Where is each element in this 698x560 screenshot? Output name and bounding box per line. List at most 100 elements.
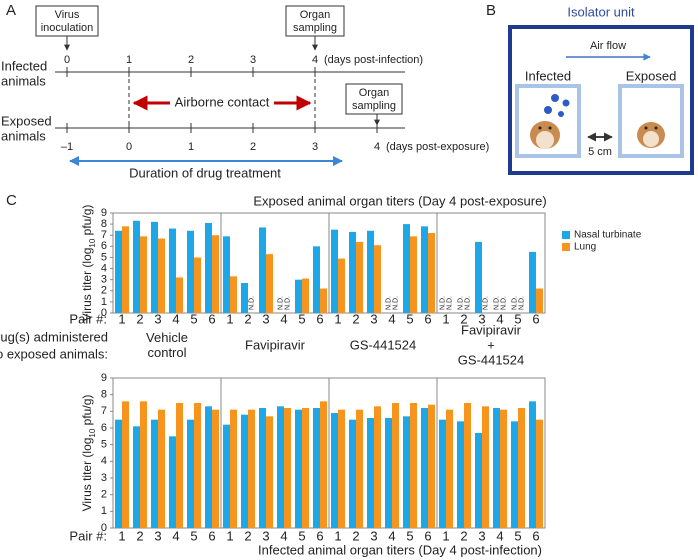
group-label: GS-441524 bbox=[350, 337, 417, 352]
x-tick-label: 3 bbox=[154, 311, 161, 326]
y-axis-label-part: Virus titer (log bbox=[80, 438, 94, 512]
panel-title: Isolator unit bbox=[567, 4, 635, 19]
bar bbox=[464, 403, 471, 528]
bar bbox=[421, 408, 428, 528]
bar bbox=[385, 418, 392, 528]
x-tick-label: 3 bbox=[262, 528, 269, 543]
bar bbox=[349, 231, 356, 313]
x-tick-label: 6 bbox=[208, 528, 215, 543]
y-axis-label: Virus titer (log10 pfu/g) bbox=[80, 205, 96, 322]
value-label: N.D. bbox=[493, 296, 500, 310]
row-label: Exposed bbox=[1, 113, 52, 128]
hamster bbox=[530, 121, 560, 149]
value-label: N.D. bbox=[248, 296, 255, 310]
x-tick-label: 4 bbox=[388, 528, 395, 543]
bar bbox=[536, 288, 543, 313]
x-tick-label: 2 bbox=[460, 528, 467, 543]
callout-text: Organ bbox=[300, 9, 331, 21]
value-label: N.D. bbox=[457, 296, 464, 310]
bar bbox=[241, 283, 248, 313]
x-tick-label: 3 bbox=[154, 528, 161, 543]
x-axis-label: Infected animal organ titers (Day 4 post… bbox=[258, 542, 542, 557]
bar bbox=[205, 223, 212, 313]
callout-box bbox=[35, 5, 99, 37]
value-label: N.D. bbox=[464, 296, 471, 310]
value-label: N.D. bbox=[284, 296, 291, 310]
value-label: N.D. bbox=[500, 296, 507, 310]
bar bbox=[176, 403, 183, 528]
bar bbox=[277, 406, 284, 528]
bar bbox=[284, 408, 291, 528]
group-label: + bbox=[487, 337, 495, 352]
bar bbox=[338, 258, 345, 313]
x-tick-label: 5 bbox=[190, 311, 197, 326]
panel-label: B bbox=[486, 2, 496, 19]
bar bbox=[367, 230, 374, 313]
bar bbox=[122, 226, 129, 313]
day-label: 3 bbox=[250, 54, 256, 66]
callout-text: Virus bbox=[55, 9, 80, 21]
group-label: Favipiravir bbox=[245, 337, 306, 352]
bar bbox=[482, 406, 489, 528]
bar bbox=[266, 254, 273, 313]
bar bbox=[140, 236, 147, 313]
x-tick-label: 5 bbox=[298, 528, 305, 543]
cage-label: Infected bbox=[525, 68, 571, 83]
bar bbox=[356, 409, 363, 528]
day-label: 3 bbox=[312, 141, 318, 153]
bar bbox=[133, 426, 140, 528]
y-tick-label: 5 bbox=[101, 251, 107, 263]
value-label: N.D. bbox=[482, 296, 489, 310]
x-tick-label: 6 bbox=[208, 311, 215, 326]
bar bbox=[205, 406, 212, 528]
unit-label: (days post-exposure) bbox=[386, 141, 489, 153]
x-tick-label: 1 bbox=[442, 528, 449, 543]
x-tick-label: 2 bbox=[244, 528, 251, 543]
bar bbox=[259, 408, 266, 528]
y-tick-label: 0 bbox=[101, 522, 107, 534]
day-label: 1 bbox=[188, 141, 194, 153]
bar bbox=[158, 238, 165, 313]
y-axis-label-sub: 10 bbox=[88, 428, 97, 437]
bar bbox=[259, 227, 266, 313]
x-tick-label: 1 bbox=[118, 528, 125, 543]
group-label: Vehicle bbox=[146, 330, 188, 345]
bar bbox=[313, 408, 320, 528]
bar bbox=[331, 413, 338, 528]
y-tick-label: 5 bbox=[101, 439, 107, 451]
callout-box bbox=[345, 83, 403, 115]
x-tick-label: 6 bbox=[532, 311, 539, 326]
bar bbox=[403, 416, 410, 528]
annotation: Air flow bbox=[590, 40, 626, 52]
bar bbox=[331, 229, 338, 313]
panel-label: C bbox=[6, 192, 17, 209]
bar bbox=[230, 276, 237, 313]
x-tick-label: 3 bbox=[370, 311, 377, 326]
y-tick-label: 1 bbox=[101, 505, 107, 517]
y-tick-label: 2 bbox=[101, 285, 107, 297]
x-tick-label: 2 bbox=[136, 528, 143, 543]
day-label: 2 bbox=[188, 54, 194, 66]
bar bbox=[518, 408, 525, 528]
day-label: 4 bbox=[312, 54, 318, 66]
x-tick-label: 1 bbox=[118, 311, 125, 326]
y-tick-label: 0 bbox=[101, 307, 107, 319]
bar bbox=[223, 424, 230, 528]
x-tick-label: 6 bbox=[316, 528, 323, 543]
y-tick-label: 7 bbox=[101, 229, 107, 241]
bar bbox=[122, 401, 129, 528]
group-label: control bbox=[147, 345, 186, 360]
isolator-box bbox=[508, 25, 694, 175]
x-tick-label: 4 bbox=[280, 311, 287, 326]
bar bbox=[140, 401, 147, 528]
y-axis-label-part: pfu/g) bbox=[80, 395, 94, 429]
y-tick-label: 8 bbox=[101, 218, 107, 230]
bar bbox=[313, 246, 320, 313]
bar bbox=[241, 414, 248, 528]
panel-label: A bbox=[6, 2, 16, 19]
y-tick-label: 4 bbox=[101, 455, 107, 467]
x-tick-label: 3 bbox=[478, 311, 485, 326]
row-label: animals bbox=[1, 73, 46, 88]
y-tick-label: 8 bbox=[101, 389, 107, 401]
x-tick-label: 2 bbox=[136, 311, 143, 326]
